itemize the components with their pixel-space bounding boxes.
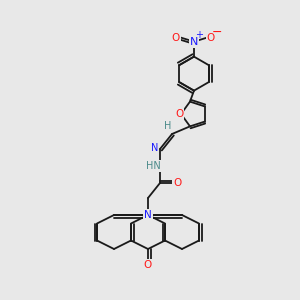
- Text: N: N: [190, 37, 198, 46]
- Text: O: O: [172, 33, 180, 43]
- Text: O: O: [173, 178, 181, 188]
- Text: H: H: [164, 121, 172, 131]
- Text: HN: HN: [146, 161, 160, 171]
- Text: O: O: [207, 33, 215, 43]
- Text: N: N: [144, 210, 152, 220]
- Text: −: −: [212, 26, 222, 39]
- Text: +: +: [195, 30, 203, 40]
- Text: O: O: [175, 109, 183, 119]
- Text: O: O: [144, 260, 152, 270]
- Text: N: N: [151, 143, 159, 153]
